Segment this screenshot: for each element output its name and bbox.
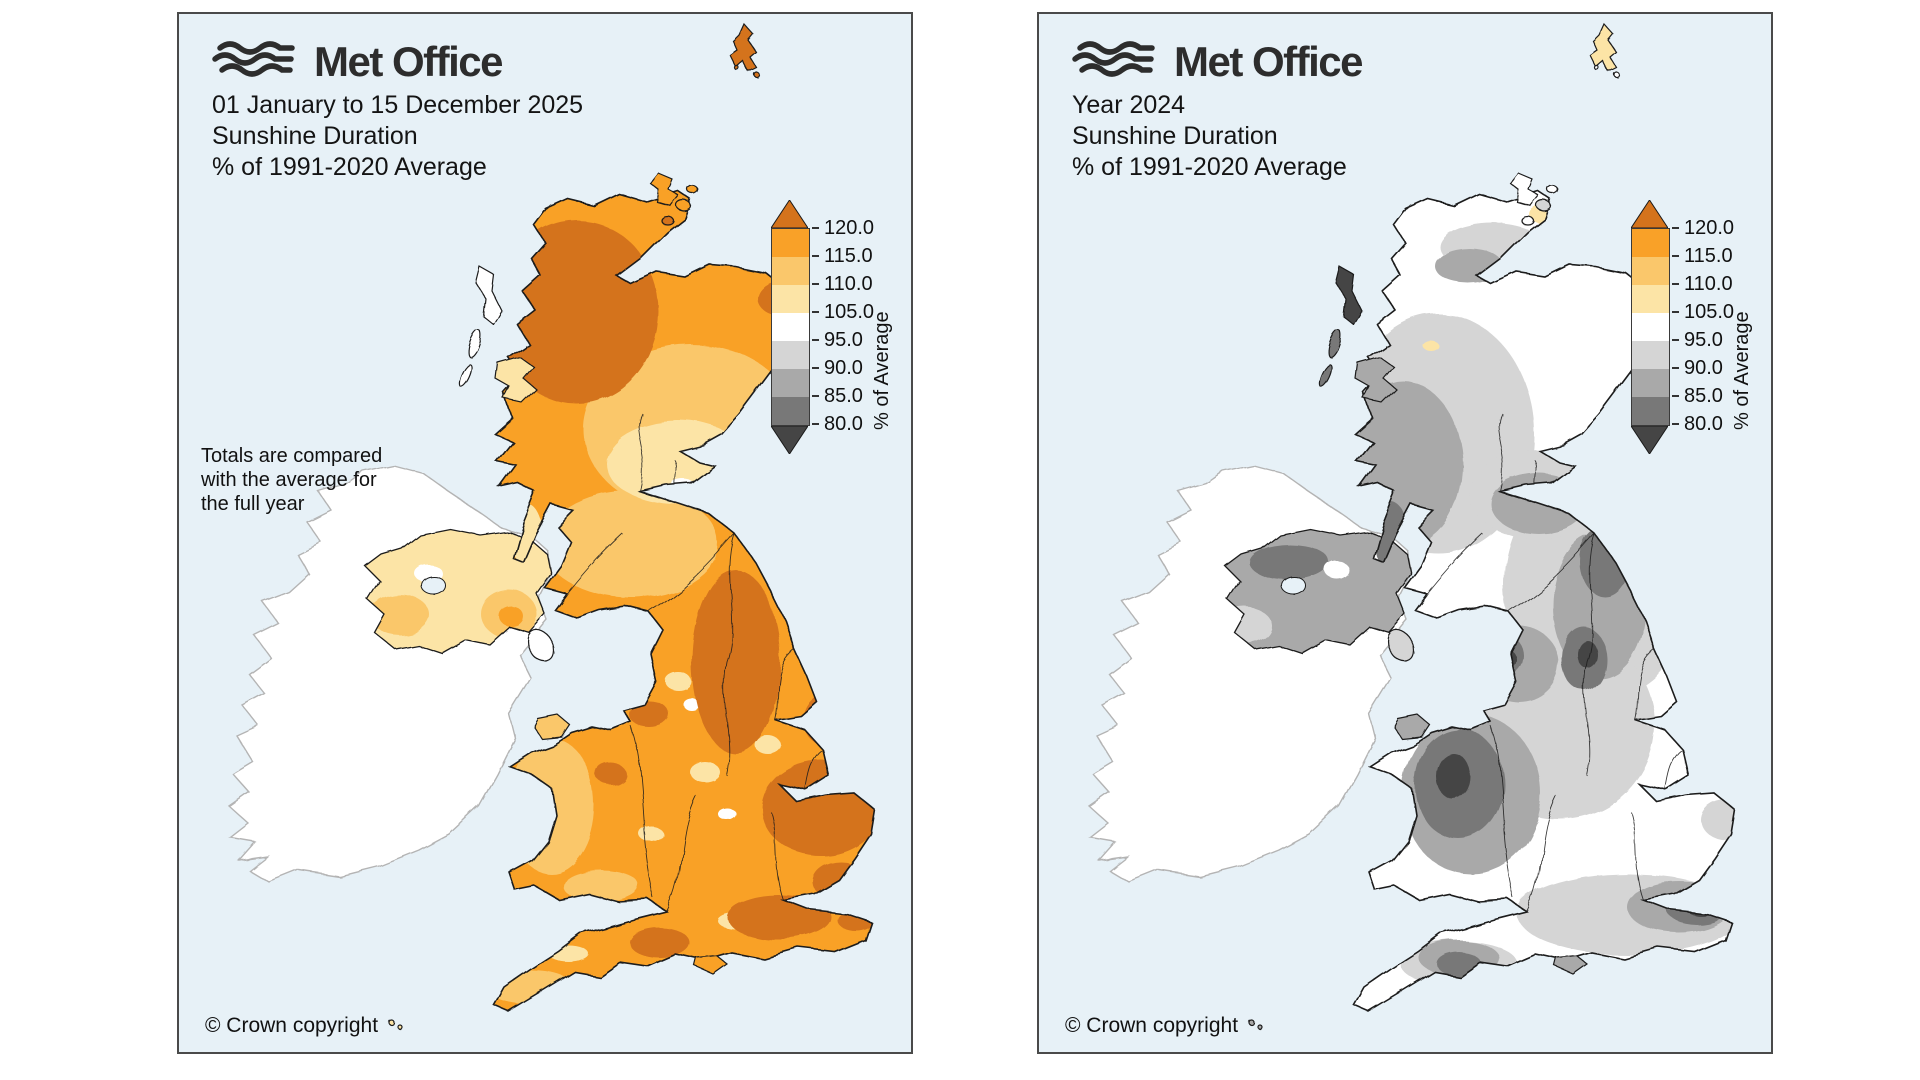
legend-band [772,369,809,397]
ireland-outline [228,465,552,883]
met-office-logo-icon [1072,40,1160,85]
legend-colorbar [1631,228,1670,426]
legend-tick: 120.0 [1684,216,1735,239]
isle-of-man [1386,628,1416,664]
lough-neagh [421,576,447,596]
legend-tick: 80.0 [824,412,863,435]
title-variable: Sunshine Duration [212,122,418,150]
legend-band [1632,285,1669,313]
legend-tick: 90.0 [1684,356,1723,379]
legend-tick: 105.0 [824,300,875,323]
legend-tick: 95.0 [824,328,863,351]
legend-axis-label: % of Average [1731,311,1753,430]
legend-tick: 90.0 [824,356,863,379]
legend-band [1632,229,1669,257]
legend-arrow-below-min-icon [771,426,808,454]
legend-tick: 110.0 [824,272,873,295]
met-office-logo-icon [212,40,300,85]
region-boundaries [1414,411,1684,913]
legend-tick: 115.0 [1684,244,1733,267]
legend-tick: 110.0 [1684,272,1733,295]
legend-band [1632,397,1669,425]
met-office-logo-text: Met Office [1174,38,1364,85]
legend-tick: 105.0 [1684,300,1735,323]
region-boundaries [554,411,824,913]
legend-band [772,285,809,313]
met-office-logo-text: Met Office [314,38,504,85]
legend-tick: 85.0 [824,384,863,407]
title-variable: Sunshine Duration [1072,122,1278,150]
title-period: Year 2024 [1072,91,1186,119]
legend-axis-label: % of Average [871,311,893,430]
islands-2025 [387,23,760,1029]
map-title: Year 2024 Sunshine Duration % of 1991-20… [1072,90,1672,183]
legend-band [772,313,809,341]
map-header-2025: Met Office 01 January to 15 December 202… [212,38,812,183]
legend-arrow-above-max-icon [1631,200,1668,228]
title-period: 01 January to 15 December 2025 [212,91,584,119]
legend-tick: 80.0 [1684,412,1723,435]
legend-band [772,397,809,425]
legend-tick: 120.0 [824,216,875,239]
ireland-outline [1088,465,1412,883]
legend-arrow-above-max-icon [771,200,808,228]
legend-band [772,229,809,257]
map-panel-2024: Met Office Year 2024 Sunshine Duration %… [1037,12,1773,1054]
comparison-note: Totals are compared with the average for… [201,445,383,515]
isle-of-man [526,628,556,664]
legend-band [1632,257,1669,285]
legend-arrow-below-min-icon [1631,426,1668,454]
islands-2024 [1247,23,1620,1029]
legend-band [1632,369,1669,397]
title-baseline: % of 1991-2020 Average [1072,153,1347,181]
map-title: 01 January to 15 December 2025 Sunshine … [212,90,812,183]
legend-tick: 95.0 [1684,328,1723,351]
legend-band [1632,313,1669,341]
copyright-text: © Crown copyright [1065,1014,1239,1037]
color-scale-legend: 120.0 115.0 110.0 105.0 95.0 90.0 85.0 8… [771,200,921,670]
title-baseline: % of 1991-2020 Average [212,153,487,181]
copyright-text: © Crown copyright [205,1014,379,1037]
legend-band [772,257,809,285]
color-scale-legend: 120.0 115.0 110.0 105.0 95.0 90.0 85.0 8… [1631,200,1781,670]
map-panel-2025: Met Office 01 January to 15 December 202… [177,12,913,1054]
uk-sunshine-map-2024 [1088,23,1736,1029]
legend-band [1632,341,1669,369]
legend-band [772,341,809,369]
map-header-2024: Met Office Year 2024 Sunshine Duration %… [1072,38,1672,183]
legend-colorbar [771,228,810,426]
lough-neagh [1281,576,1307,596]
legend-tick: 115.0 [824,244,873,267]
legend-tick: 85.0 [1684,384,1723,407]
